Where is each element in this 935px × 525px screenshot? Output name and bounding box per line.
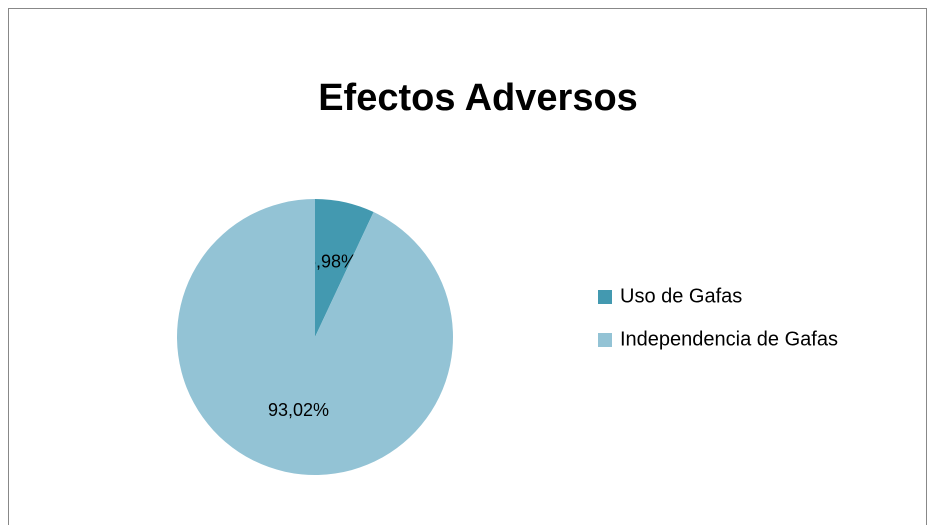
pie-slice xyxy=(315,199,374,337)
data-label: 6,98% xyxy=(306,252,357,272)
chart-frame xyxy=(8,8,927,525)
chart-title: Efectos Adversos xyxy=(318,77,638,119)
data-label: 93,02% xyxy=(268,400,329,420)
legend-label: Independencia de Gafas xyxy=(620,328,838,350)
legend-swatch xyxy=(598,333,612,347)
legend-label: Uso de Gafas xyxy=(620,285,742,307)
legend-swatch xyxy=(598,290,612,304)
pie-slice xyxy=(176,199,454,476)
